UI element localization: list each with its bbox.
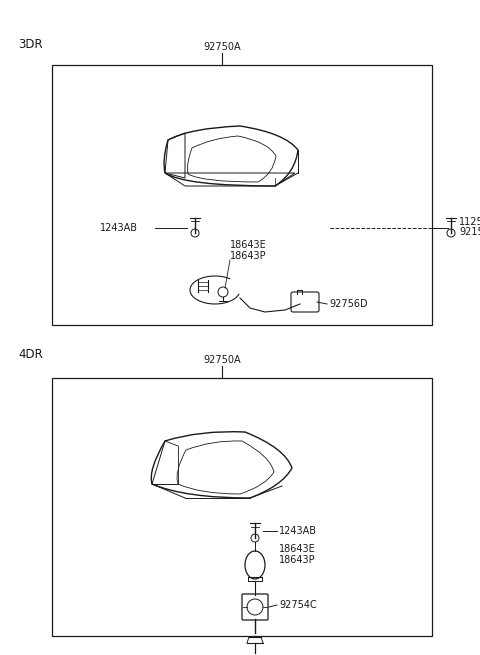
Text: 18643P: 18643P [279, 555, 316, 565]
Text: 18643E: 18643E [279, 544, 316, 554]
Text: 3DR: 3DR [18, 38, 43, 51]
Text: 1243AB: 1243AB [100, 223, 138, 233]
Text: 18643E: 18643E [230, 240, 267, 250]
Text: 18643P: 18643P [230, 251, 266, 261]
Bar [52, 65, 432, 325]
Text: 92756D: 92756D [329, 299, 368, 309]
Text: 1125KC: 1125KC [459, 217, 480, 227]
Text: 92750A: 92750A [203, 355, 241, 365]
Text: 1243AB: 1243AB [279, 526, 317, 536]
Text: 4DR: 4DR [18, 348, 43, 361]
Text: 92750A: 92750A [203, 42, 241, 52]
Bar [52, 378, 432, 636]
Text: 92155: 92155 [459, 227, 480, 237]
Text: 92754C: 92754C [279, 600, 317, 610]
